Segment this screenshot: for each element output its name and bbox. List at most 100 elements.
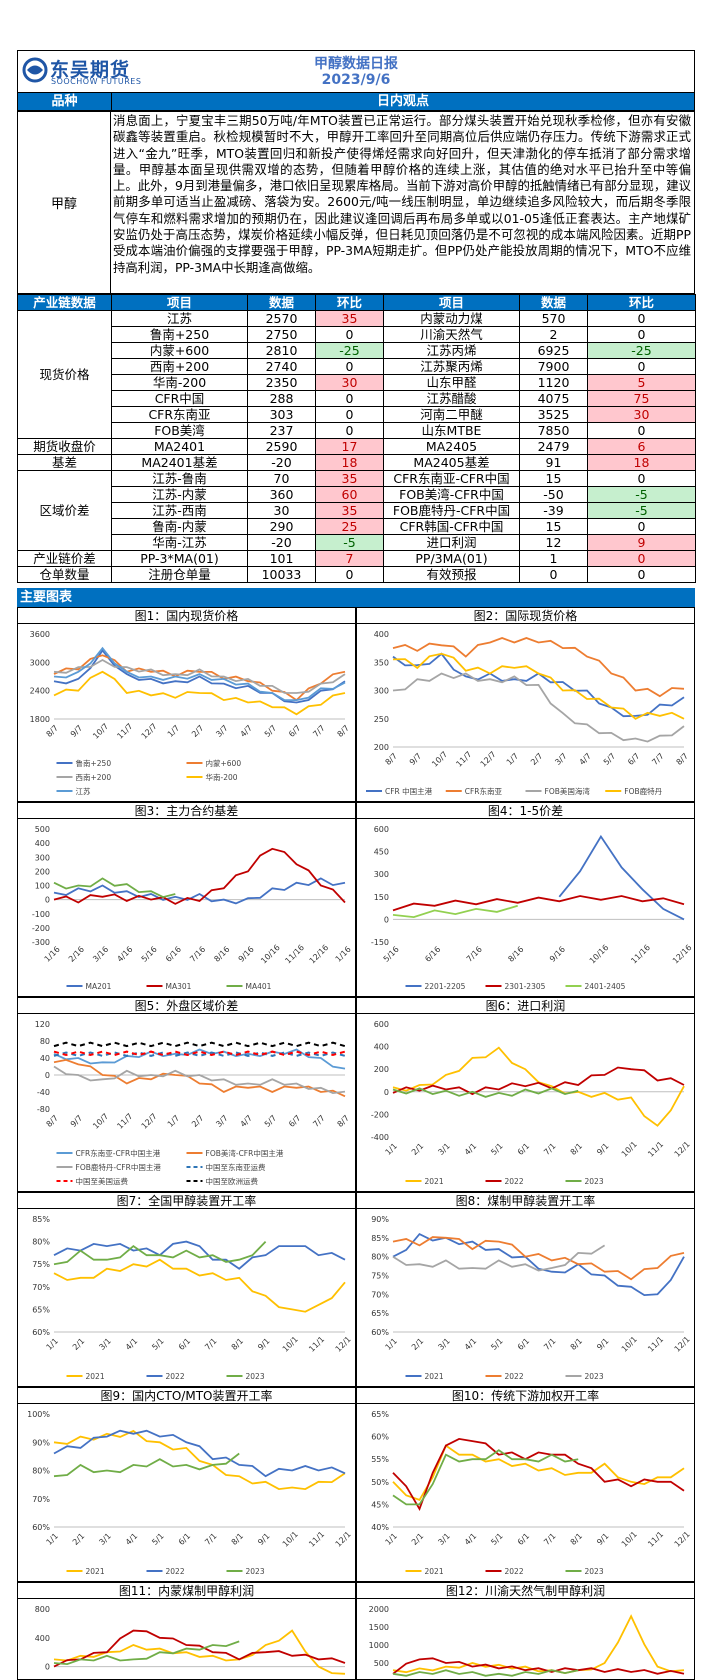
x-tick-label: 3/16 — [91, 945, 110, 964]
x-tick-label: 6/16 — [164, 945, 183, 964]
item-name: MA2401 — [111, 438, 248, 455]
chart-title: 图6：进口利润 — [357, 998, 694, 1014]
item-change: -5 — [587, 502, 696, 519]
item-change: 35 — [315, 502, 384, 519]
x-tick-label: 12/1 — [673, 1530, 692, 1549]
item-change: 0 — [315, 326, 384, 343]
item-value: 303 — [247, 406, 316, 423]
x-tick-label: 9/1 — [256, 1336, 271, 1351]
item-change: 0 — [587, 518, 696, 535]
item-name: 江苏-内蒙 — [111, 486, 248, 503]
item-value: 2590 — [247, 438, 316, 455]
x-tick-label: 4/7 — [238, 1113, 253, 1128]
item-value: 10033 — [247, 566, 316, 583]
chart-panel: 图4：1-5价差 600 450 300 150 0 -150 5/16 6/16 7/16 8/1… — [356, 802, 695, 997]
x-tick-label: 12/1 — [334, 1530, 353, 1549]
legend-item: 2022 — [146, 1567, 185, 1576]
item-change: 0 — [315, 422, 384, 439]
x-tick-label: 12/7 — [140, 722, 159, 741]
y-tick-label: 500 — [374, 1659, 389, 1668]
y-tick-label: 200 — [374, 743, 389, 752]
x-tick-label: 8/1 — [569, 1336, 584, 1351]
item-value: 2 — [519, 326, 588, 343]
item-change: 0 — [315, 566, 384, 583]
x-tick-label: 6/1 — [177, 1531, 192, 1546]
series-line — [392, 1444, 685, 1501]
table-row: 基差 MA2401基差 -20 18 MA2405基差 91 18 — [17, 454, 696, 471]
chart-panel: 图6：进口利润 600 400 200 0 -200 -400 1/1 2/1 3/1 4/1 5/1… — [356, 997, 695, 1192]
x-tick-label: 1/1 — [383, 1336, 398, 1351]
x-tick-label: 8/1 — [230, 1531, 245, 1546]
item-change: 18 — [587, 454, 696, 471]
legend-label: 2022 — [166, 1567, 185, 1576]
x-tick-label: 2/1 — [410, 1336, 425, 1351]
y-tick-label: 65% — [371, 1309, 389, 1318]
item-change: 0 — [587, 470, 696, 487]
item-name: 鲁南-内蒙 — [111, 518, 248, 535]
x-tick-label: 1/1 — [383, 1141, 398, 1156]
x-tick-label: 1/7 — [505, 751, 520, 766]
item-name: 山东MTBE — [383, 422, 520, 439]
item-change: 9 — [587, 534, 696, 551]
y-tick-label: -400 — [371, 1133, 389, 1142]
item-value: 4075 — [519, 390, 588, 407]
table-row: CFR中国 288 0 江苏醋酸 4075 75 — [18, 390, 696, 407]
item-name: 江苏-鲁南 — [111, 470, 248, 487]
item-value: 3525 — [519, 406, 588, 423]
x-tick-label: 3/7 — [214, 723, 229, 738]
column-header: 项目 — [111, 294, 248, 311]
item-name: 山东甲醛 — [383, 374, 520, 391]
series-line — [53, 1429, 346, 1478]
item-name: MA2401基差 — [111, 454, 248, 471]
y-tick-label: 400 — [374, 1043, 389, 1052]
y-tick-label: 50% — [371, 1478, 389, 1487]
legend-item: MA201 — [66, 982, 112, 991]
item-value: 70 — [247, 470, 316, 487]
x-tick-label: 5/7 — [263, 723, 278, 738]
legend-item: 鲁南+250 — [56, 758, 111, 768]
column-header: 数据 — [519, 294, 588, 311]
item-name: CFR韩国-CFR中国 — [383, 518, 520, 535]
view-product-label: 甲醇 — [17, 111, 111, 294]
y-tick-label: 45% — [371, 1500, 389, 1509]
x-tick-label: 6/7 — [287, 1113, 302, 1128]
x-tick-label: 2/7 — [529, 751, 544, 766]
x-tick-label: 3/7 — [214, 1113, 229, 1128]
row-group-label: 期货收盘价 — [17, 438, 112, 455]
daily-view-text: 消息面上，宁夏宝丰三期50万吨/年MTO装置已正常运行。部分煤头装置开始兑现秋季… — [110, 111, 695, 294]
column-header: 环比 — [315, 294, 384, 311]
series-line — [392, 1232, 685, 1297]
table-row: FOB美湾 237 0 山东MTBE 7850 0 — [18, 422, 696, 439]
item-name: CFR东南亚-CFR中国 — [383, 470, 520, 487]
y-tick-label: 0 — [45, 1663, 50, 1672]
legend-label: 内蒙+600 — [206, 758, 242, 768]
item-value: 15 — [519, 518, 588, 535]
x-tick-label: 10/1 — [620, 1140, 639, 1159]
legend-item: 2023 — [565, 1567, 604, 1576]
item-change: 35 — [315, 470, 384, 487]
legend-label: 西南+200 — [76, 772, 112, 782]
x-tick-label: 7/16 — [465, 945, 484, 964]
legend-label: 2401-2405 — [585, 982, 626, 991]
series-line — [392, 652, 685, 720]
legend-item: 2023 — [565, 1177, 604, 1186]
item-value: 2570 — [247, 310, 316, 327]
y-tick-label: 80% — [32, 1467, 50, 1476]
x-tick-label: 5/1 — [489, 1141, 504, 1156]
y-tick-label: 450 — [374, 848, 389, 857]
x-tick-label: 11/1 — [307, 1530, 326, 1549]
item-change: 7 — [315, 550, 384, 567]
x-tick-label: 6/16 — [423, 945, 442, 964]
x-tick-label: 12/16 — [308, 943, 331, 966]
y-tick-label: 100% — [27, 1410, 50, 1419]
series-line — [392, 1449, 579, 1506]
report-header: 东吴期货 SOOCHOW FUTURES 甲醇数据日报 2023/9/6 — [17, 50, 695, 92]
chart-title: 图10：传统下游加权开工率 — [357, 1388, 694, 1404]
table-row: 鲁南-内蒙 290 25 CFR韩国-CFR中国 15 0 — [18, 518, 696, 535]
y-tick-label: 90% — [32, 1438, 50, 1447]
table-row: 华南-200 2350 30 山东甲醛 1120 5 — [18, 374, 696, 391]
x-tick-label: 11/7 — [454, 750, 473, 769]
item-change: -25 — [315, 342, 384, 359]
y-tick-label: 1000 — [369, 1641, 389, 1650]
